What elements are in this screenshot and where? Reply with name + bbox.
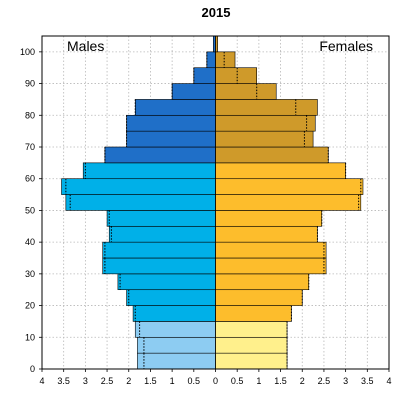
x-tick-label: 2.5 <box>318 376 331 386</box>
y-tick-label: 80 <box>25 110 35 120</box>
y-tick-label: 20 <box>25 301 35 311</box>
x-tick-label: 4 <box>39 376 44 386</box>
male-bar <box>134 99 216 116</box>
x-tick-label: 2 <box>300 376 305 386</box>
males-label: Males <box>67 38 104 54</box>
female-bar <box>215 162 346 180</box>
female-bar <box>215 321 288 338</box>
y-tick-label: 100 <box>20 47 35 57</box>
female-bar <box>215 99 318 116</box>
x-tick-label: 1.5 <box>274 376 287 386</box>
y-tick-label: 90 <box>25 79 35 89</box>
male-bar <box>206 51 216 69</box>
male-bar <box>104 146 216 164</box>
females-label: Females <box>319 38 373 54</box>
male-bar <box>126 114 216 132</box>
male-bar <box>137 352 216 370</box>
male-bar <box>108 225 216 243</box>
male-bar <box>61 178 216 195</box>
female-bar <box>215 225 318 243</box>
female-bar <box>215 83 277 100</box>
x-axis-ticks: 4 3.5 3 2.5 2 1.5 1 0.5 0 0.5 1 1.5 2 2.5 3 3.5 4 <box>39 369 392 386</box>
male-bar <box>132 305 216 322</box>
x-tick-label: 3.5 <box>361 376 374 386</box>
y-tick-label: 70 <box>25 142 35 152</box>
female-bar <box>215 273 310 291</box>
x-tick-label: 0.5 <box>231 376 244 386</box>
female-bar <box>215 178 364 195</box>
male-bar <box>213 35 216 53</box>
male-bar <box>137 336 216 354</box>
x-tick-label: 0.5 <box>188 376 201 386</box>
male-bar <box>65 194 216 211</box>
y-tick-label: 50 <box>25 205 35 215</box>
female-bar <box>215 67 258 84</box>
female-bar <box>215 241 327 259</box>
y-tick-label: 40 <box>25 237 35 247</box>
x-tick-label: 3.5 <box>57 376 70 386</box>
x-tick-label: 3 <box>83 376 88 386</box>
male-bar <box>126 289 216 306</box>
male-bar <box>82 162 216 180</box>
y-tick-label: 30 <box>25 269 35 279</box>
male-bar <box>126 130 216 148</box>
female-bar <box>215 114 316 132</box>
chart-title: 2015 <box>202 5 231 20</box>
female-bar <box>215 289 303 306</box>
x-tick-label: 2 <box>126 376 131 386</box>
male-bar <box>193 67 216 84</box>
female-bar <box>215 257 327 275</box>
bars-group <box>61 35 364 370</box>
female-bar <box>215 336 288 354</box>
y-tick-label: 60 <box>25 174 35 184</box>
female-bar <box>215 51 236 69</box>
x-tick-label: 1 <box>170 376 175 386</box>
male-bar <box>102 257 216 275</box>
male-bar <box>102 241 216 259</box>
female-bar <box>215 194 362 211</box>
y-tick-label: 0 <box>30 364 35 374</box>
x-tick-label: 1.5 <box>144 376 157 386</box>
x-tick-label: 2.5 <box>101 376 114 386</box>
female-bar <box>215 35 218 53</box>
y-axis-ticks: 0 10 20 30 40 50 60 70 80 90 100 <box>20 47 42 374</box>
x-tick-label: 3 <box>343 376 348 386</box>
x-tick-label: 4 <box>386 376 391 386</box>
female-bar <box>215 146 329 164</box>
female-bar <box>215 352 288 370</box>
female-bar <box>215 130 314 148</box>
x-tick-label: 1 <box>256 376 261 386</box>
male-bar <box>134 321 216 338</box>
male-bar <box>171 83 216 100</box>
male-bar <box>117 273 216 291</box>
x-tick-label: 0 <box>213 376 218 386</box>
female-bar <box>215 210 323 227</box>
female-bar <box>215 305 292 322</box>
y-tick-label: 10 <box>25 332 35 342</box>
male-bar <box>106 210 216 227</box>
markers-group <box>65 36 362 369</box>
